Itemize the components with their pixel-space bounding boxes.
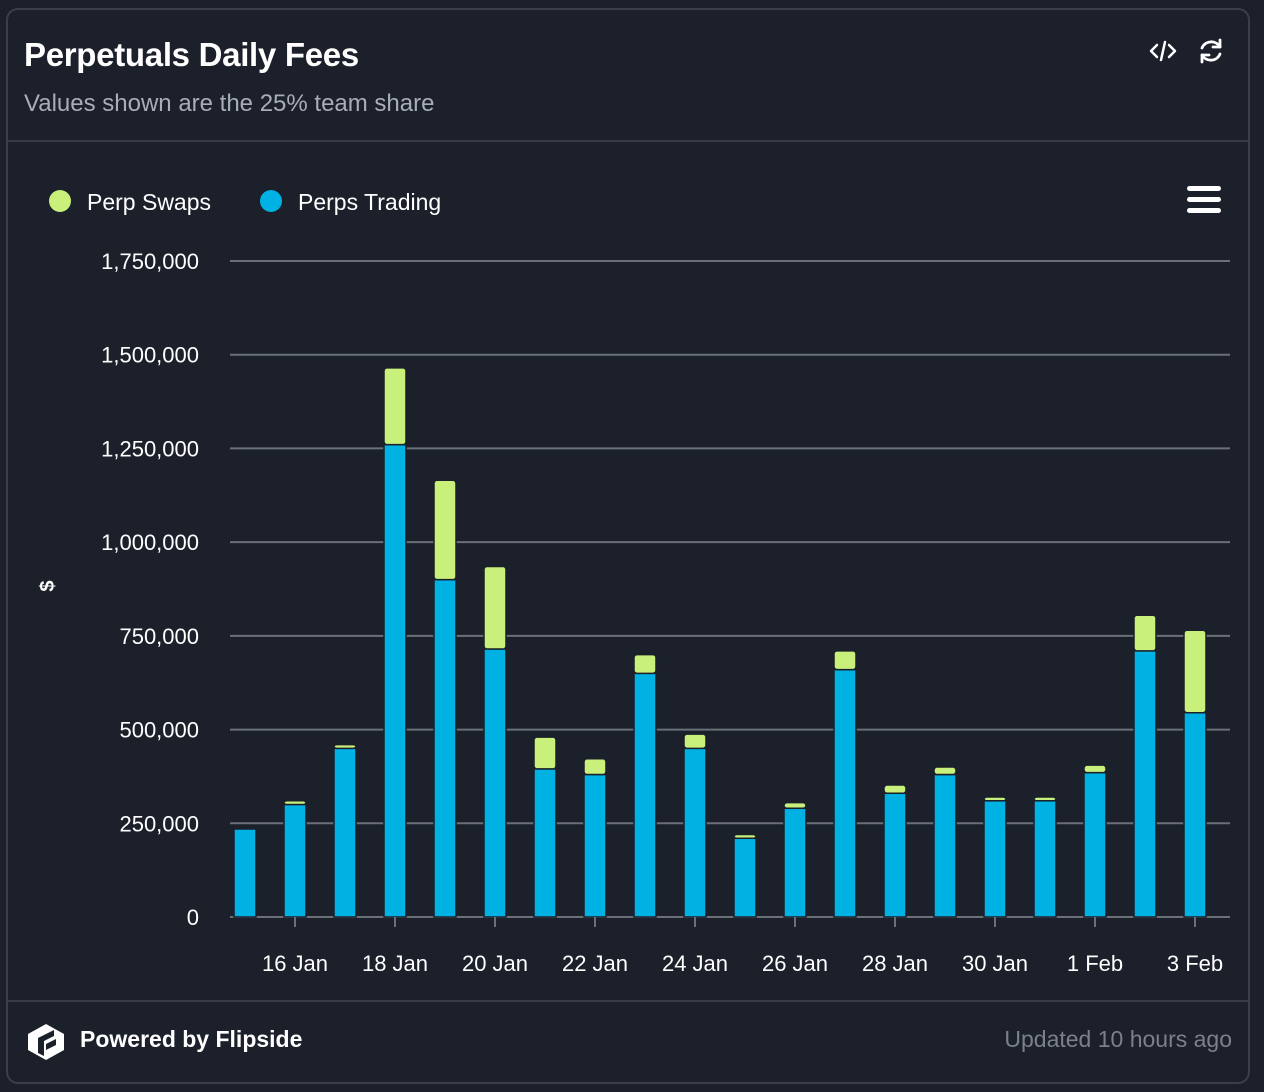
y-tick-label: 0	[187, 905, 199, 930]
updated-timestamp: Updated 10 hours ago	[1004, 1026, 1232, 1052]
bar-perp-swaps[interactable]	[1033, 796, 1057, 802]
bar-perps-trading[interactable]	[983, 800, 1007, 918]
bar-perp-swaps[interactable]	[233, 827, 257, 830]
x-tick-label: 3 Feb	[1167, 951, 1223, 976]
bar-perp-swaps[interactable]	[1183, 629, 1207, 714]
bar-perps-trading[interactable]	[433, 578, 457, 918]
bar-perp-swaps[interactable]	[933, 766, 957, 776]
bar-perp-swaps[interactable]	[883, 784, 907, 795]
card-header: Perpetuals Daily Fees Values shown are t…	[8, 10, 1248, 142]
y-tick-label: 250,000	[119, 811, 199, 836]
x-tick-label: 18 Jan	[362, 951, 428, 976]
bar-perps-trading[interactable]	[1033, 800, 1057, 918]
chart-subtitle: Values shown are the 25% team share	[24, 90, 435, 117]
x-tick-label: 1 Feb	[1067, 951, 1123, 976]
bar-perps-trading[interactable]	[883, 792, 907, 918]
bar-perp-swaps[interactable]	[533, 736, 557, 770]
y-tick-label: 500,000	[119, 718, 199, 743]
y-axis-label: $	[37, 580, 59, 591]
bar-perp-swaps[interactable]	[833, 650, 857, 671]
bar-perp-swaps[interactable]	[1133, 614, 1157, 652]
powered-by-link[interactable]: Powered by Flipside	[80, 1026, 303, 1052]
menu-icon[interactable]	[1187, 186, 1221, 213]
bar-perps-trading[interactable]	[233, 828, 257, 918]
bar-perps-trading[interactable]	[1183, 711, 1207, 918]
bar-perp-swaps[interactable]	[333, 743, 357, 750]
flipside-logo-icon[interactable]	[24, 1020, 68, 1064]
bar-perps-trading[interactable]	[483, 648, 507, 918]
y-tick-label: 750,000	[119, 624, 199, 649]
x-tick-label: 22 Jan	[562, 951, 628, 976]
bar-perps-trading[interactable]	[1133, 650, 1157, 918]
bar-perp-swaps[interactable]	[633, 653, 657, 675]
bar-perp-swaps[interactable]	[683, 733, 707, 750]
y-tick-label: 1,500,000	[101, 343, 199, 368]
legend-label-perps-trading[interactable]: Perps Trading	[298, 189, 441, 215]
bar-perps-trading[interactable]	[283, 803, 307, 918]
chart-title: Perpetuals Daily Fees	[24, 36, 359, 73]
bar-perps-trading[interactable]	[633, 672, 657, 918]
bar-perps-trading[interactable]	[783, 807, 807, 918]
bar-perp-swaps[interactable]	[283, 800, 307, 806]
legend-marker-perp-swaps[interactable]	[49, 190, 71, 212]
bar-perps-trading[interactable]	[833, 668, 857, 918]
bar-perps-trading[interactable]	[583, 773, 607, 918]
x-tick-label: 30 Jan	[962, 951, 1028, 976]
code-icon[interactable]	[1148, 36, 1178, 66]
bar-perps-trading[interactable]	[533, 768, 557, 918]
bar-perp-swaps[interactable]	[783, 801, 807, 810]
bar-perps-trading[interactable]	[1083, 771, 1107, 918]
bar-perp-swaps[interactable]	[583, 758, 607, 776]
legend-label-perp-swaps[interactable]: Perp Swaps	[87, 189, 211, 215]
y-tick-label: 1,250,000	[101, 436, 199, 461]
x-tick-label: 24 Jan	[662, 951, 728, 976]
y-tick-label: 1,000,000	[101, 530, 199, 555]
bar-perp-swaps[interactable]	[483, 565, 507, 650]
refresh-icon[interactable]	[1196, 36, 1226, 66]
x-tick-label: 26 Jan	[762, 951, 828, 976]
bar-perp-swaps[interactable]	[983, 796, 1007, 802]
bar-perps-trading[interactable]	[683, 747, 707, 918]
bar-perps-trading[interactable]	[933, 773, 957, 918]
bar-perp-swaps[interactable]	[433, 479, 457, 581]
chart-card: Perpetuals Daily Fees Values shown are t…	[6, 8, 1250, 1084]
bar-perps-trading[interactable]	[333, 747, 357, 918]
x-tick-label: 28 Jan	[862, 951, 928, 976]
bar-perp-swaps[interactable]	[383, 367, 407, 446]
card-footer: Powered by Flipside Updated 10 hours ago	[8, 1000, 1248, 1082]
bar-perp-swaps[interactable]	[733, 833, 757, 840]
bar-perp-swaps[interactable]	[1083, 764, 1107, 774]
x-tick-label: 20 Jan	[462, 951, 528, 976]
bar-perps-trading[interactable]	[733, 837, 757, 918]
x-tick-label: 16 Jan	[262, 951, 328, 976]
legend-marker-perps-trading[interactable]	[260, 190, 282, 212]
y-tick-label: 1,750,000	[101, 249, 199, 274]
chart-area: Perp Swaps Perps Trading $ 0 250,000 500,0…	[37, 186, 1230, 976]
bar-perps-trading[interactable]	[383, 443, 407, 918]
